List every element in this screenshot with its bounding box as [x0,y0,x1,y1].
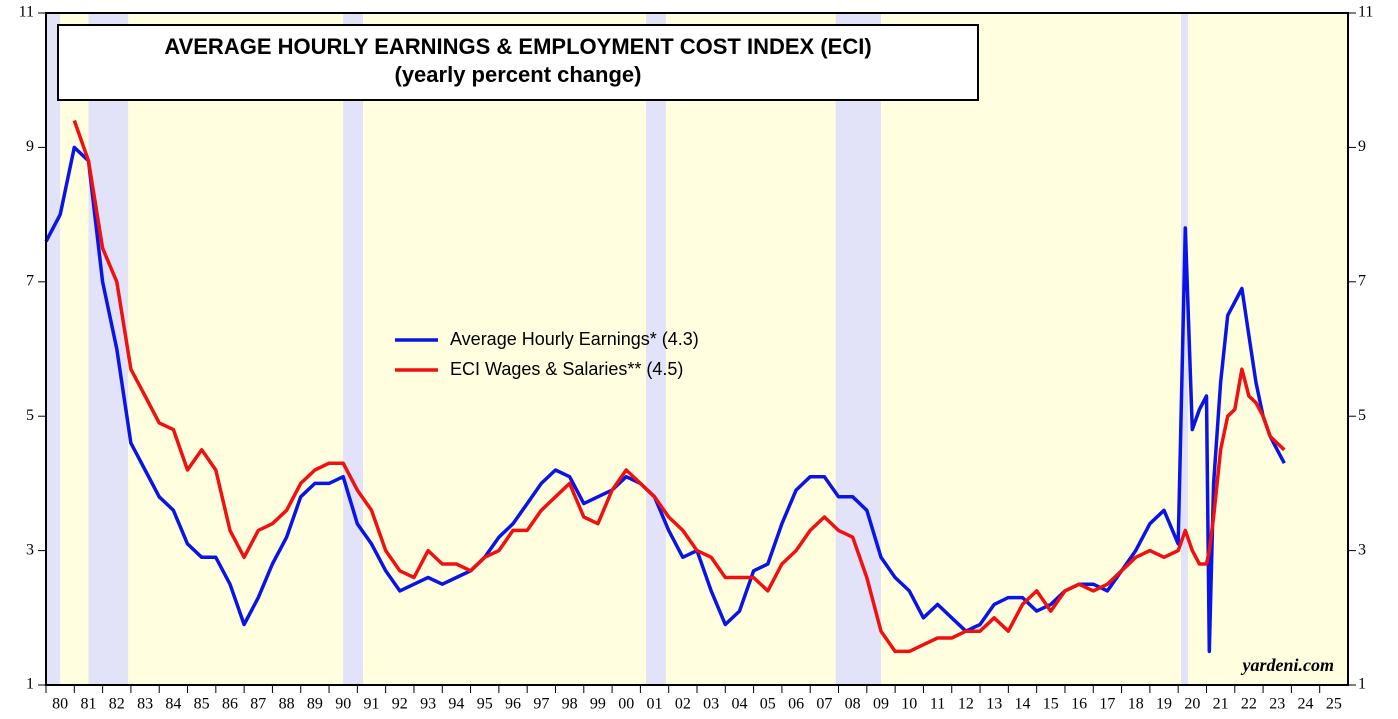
x-tick-label: 23 [1269,696,1285,713]
x-tick-label: 10 [901,696,917,713]
chart-subtitle: (yearly percent change) [395,62,642,87]
x-tick-label: 21 [1213,696,1229,713]
y2-tick-label: 11 [1358,4,1373,21]
x-tick-label: 03 [703,696,719,713]
x-tick-label: 15 [1043,696,1059,713]
x-tick-label: 12 [958,696,974,713]
x-tick-label: 94 [448,696,464,713]
x-tick-label: 13 [986,696,1002,713]
x-tick-label: 11 [930,696,945,713]
title-box [57,24,979,101]
y-tick-label: 3 [26,541,34,558]
x-tick-label: 02 [675,696,691,713]
plot-background [46,13,1348,685]
x-tick-label: 19 [1156,696,1172,713]
y2-tick-label: 7 [1358,272,1366,289]
plot-frame [45,12,1349,686]
x-tick-label: 00 [618,696,634,713]
x-tick-label: 91 [364,696,380,713]
series-line [44,145,1286,654]
y2-tick-label: 9 [1358,138,1366,155]
x-tick-label: 87 [250,696,266,713]
y2-tick-label: 3 [1358,541,1366,558]
y2-tick-label: 5 [1358,407,1366,424]
source-annotation: yardeni.com [1241,655,1335,675]
recession-band [343,13,364,685]
recession-band [835,13,881,685]
x-tick-label: 05 [760,696,776,713]
x-tick-label: 25 [1326,696,1342,713]
x-tick-label: 04 [731,696,747,713]
recession-band [46,13,61,685]
x-tick-label: 98 [562,696,578,713]
legend-label: Average Hourly Earnings* (4.3) [450,329,699,349]
x-tick-label: 07 [816,696,832,713]
x-tick-label: 81 [80,696,96,713]
x-tick-label: 06 [788,696,804,713]
x-tick-label: 85 [194,696,210,713]
x-tick-label: 82 [109,696,125,713]
legend-label: ECI Wages & Salaries** (4.5) [450,359,683,379]
x-tick-label: 97 [533,696,549,713]
x-tick-label: 83 [137,696,153,713]
x-tick-label: 01 [647,696,663,713]
x-tick-label: 88 [279,696,295,713]
x-tick-label: 24 [1298,696,1314,713]
x-tick-label: 22 [1241,696,1257,713]
y2-tick-label: 1 [1358,676,1366,693]
x-tick-label: 09 [873,696,889,713]
y-tick-label: 7 [26,272,34,289]
x-tick-label: 90 [335,696,351,713]
x-tick-label: 92 [392,696,408,713]
x-tick-label: 18 [1128,696,1144,713]
x-tick-label: 84 [165,696,181,713]
x-tick-label: 95 [477,696,493,713]
x-tick-label: 89 [307,696,323,713]
y-tick-label: 11 [19,4,34,21]
y-tick-label: 1 [26,676,34,693]
x-tick-label: 96 [505,696,521,713]
x-tick-label: 17 [1099,696,1115,713]
y-tick-label: 5 [26,407,34,424]
x-tick-label: 16 [1071,696,1087,713]
recession-band [1181,13,1189,685]
series-line [72,119,1286,654]
x-tick-label: 08 [845,696,861,713]
chart-title: AVERAGE HOURLY EARNINGS & EMPLOYMENT COS… [164,34,871,59]
x-tick-label: 99 [590,696,606,713]
x-tick-label: 14 [1015,696,1031,713]
recession-band [88,13,129,685]
x-tick-label: 93 [420,696,436,713]
y-tick-label: 9 [26,138,34,155]
x-tick-label: 20 [1184,696,1200,713]
x-tick-label: 80 [52,696,68,713]
x-tick-label: 86 [222,696,238,713]
recession-band [646,13,666,685]
